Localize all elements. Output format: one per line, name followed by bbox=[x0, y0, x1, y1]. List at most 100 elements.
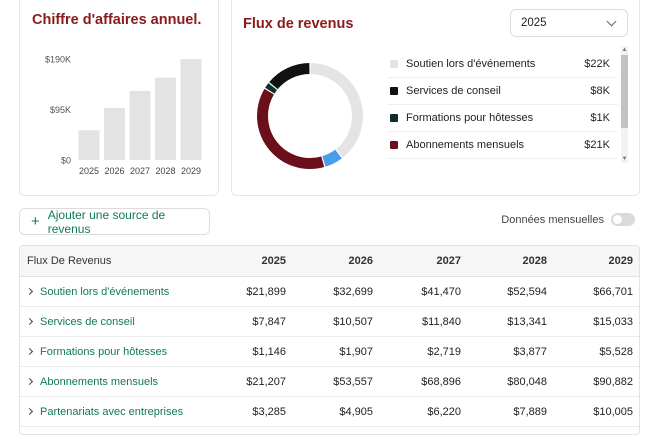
table-row[interactable]: Services de conseil $7,847 $10,507 $11,840 $… bbox=[20, 307, 639, 337]
row-name-cell[interactable]: Formations pour hôtesses bbox=[25, 337, 167, 366]
annual-revenue-card: Chiffre d'affaires annuel. $190K $95K $0 20… bbox=[19, 0, 219, 196]
legend-label: Abonnements mensuels bbox=[406, 138, 525, 151]
value-cell: $1,146 bbox=[252, 345, 286, 358]
row-name-label: Services de conseil bbox=[40, 315, 135, 328]
legend-item[interactable]: Soutien lors d'événements $22K bbox=[388, 50, 618, 77]
y-tick-label: $0 bbox=[61, 156, 71, 166]
legend-swatch bbox=[390, 113, 398, 122]
table-row[interactable]: Abonnements mensuels $21,207 $53,557 $68,89… bbox=[20, 367, 639, 397]
header-2027: 2027 bbox=[436, 255, 461, 267]
monthly-data-label: Données mensuelles bbox=[501, 213, 604, 226]
x-tick-label: 2028 bbox=[155, 166, 175, 176]
y-tick-label: $190K bbox=[45, 55, 71, 65]
legend-scrollbar-thumb[interactable] bbox=[621, 55, 628, 128]
value-cell: $5,528 bbox=[599, 345, 633, 358]
legend-item[interactable]: Partenariats avec entreprises$3K bbox=[388, 158, 618, 164]
row-name-label: Abonnements mensuels bbox=[40, 375, 159, 388]
revenue-legend: Soutien lors d'événements $22K Services de… bbox=[388, 50, 628, 164]
donut-slice[interactable] bbox=[310, 63, 363, 158]
row-name-label: Partenariats avec entreprises bbox=[40, 405, 184, 418]
monthly-data-toggle-group: Données mensuelles bbox=[501, 213, 635, 226]
header-2029: 2029 bbox=[608, 255, 633, 267]
value-cell: $32,699 bbox=[333, 285, 373, 298]
chevron-down-icon bbox=[606, 16, 617, 26]
row-name-cell[interactable]: Soutien lors d'événements bbox=[25, 277, 169, 306]
donut-slice[interactable] bbox=[322, 149, 342, 167]
legend-item[interactable]: Abonnements mensuels $21K bbox=[388, 131, 618, 158]
legend-label: Formations pour hôtesses bbox=[406, 111, 534, 124]
value-cell: $21,207 bbox=[246, 375, 286, 388]
legend-divider bbox=[388, 131, 618, 132]
donut-slice[interactable] bbox=[257, 88, 325, 169]
bar-2027 bbox=[129, 90, 151, 160]
legend-value: $21K bbox=[584, 138, 610, 151]
value-cell: $21,899 bbox=[246, 285, 286, 298]
annual-revenue-chart: $190K $95K $0 2025 2026 2027 2028 2029 bbox=[45, 55, 202, 176]
table-row[interactable]: Partenariats avec entreprises $3,285 $4,90… bbox=[20, 397, 639, 427]
revenue-table: Flux De Revenus 2025 2026 2027 2028 2029… bbox=[19, 245, 640, 435]
legend-value: $8K bbox=[590, 84, 610, 97]
scroll-down-icon[interactable]: ▼ bbox=[621, 156, 628, 162]
chevron-right-icon[interactable] bbox=[25, 287, 34, 296]
monthly-data-toggle[interactable] bbox=[611, 213, 635, 226]
row-name-cell[interactable]: Partenariats avec entreprises bbox=[25, 397, 183, 426]
value-cell: $4,905 bbox=[339, 405, 373, 418]
table-header: Flux De Revenus 2025 2026 2027 2028 2029 bbox=[20, 246, 639, 277]
row-name-cell[interactable]: Services de conseil bbox=[25, 307, 135, 336]
value-cell: $13,341 bbox=[507, 315, 547, 328]
bar-2029 bbox=[180, 59, 202, 160]
legend-value: $22K bbox=[584, 57, 610, 70]
x-tick-label: 2025 bbox=[79, 166, 99, 176]
value-cell: $2,719 bbox=[427, 345, 461, 358]
chevron-right-icon[interactable] bbox=[25, 347, 34, 356]
add-revenue-source-label: Ajouter une source de revenus bbox=[47, 207, 166, 236]
year-select[interactable]: 2025 bbox=[510, 9, 628, 37]
legend-item[interactable]: Formations pour hôtesses $1K bbox=[388, 104, 618, 131]
legend-divider bbox=[388, 104, 618, 105]
header-flux: Flux De Revenus bbox=[27, 255, 112, 267]
x-tick-label: 2026 bbox=[104, 166, 124, 176]
legend-divider bbox=[388, 158, 618, 159]
revenue-flows-card: Flux de revenus 2025 Soutien lors d'évén… bbox=[231, 0, 640, 196]
bar-2025 bbox=[78, 130, 100, 160]
y-tick-label: $95K bbox=[50, 105, 71, 115]
revenue-flows-title: Flux de revenus bbox=[243, 16, 354, 32]
value-cell: $66,701 bbox=[593, 285, 633, 298]
year-select-value: 2025 bbox=[521, 17, 547, 29]
legend-divider bbox=[388, 77, 618, 78]
chevron-right-icon[interactable] bbox=[25, 377, 34, 386]
value-cell: $52,594 bbox=[507, 285, 547, 298]
value-cell: $3,285 bbox=[252, 405, 286, 418]
legend-label: Soutien lors d'événements bbox=[406, 57, 536, 70]
table-row[interactable]: Soutien lors d'événements $21,899 $32,699 $… bbox=[20, 277, 639, 307]
row-name-label: Soutien lors d'événements bbox=[40, 285, 170, 298]
plus-icon: + bbox=[31, 213, 40, 230]
donut-slice[interactable] bbox=[269, 63, 310, 90]
value-cell: $3,877 bbox=[513, 345, 547, 358]
value-cell: $7,847 bbox=[252, 315, 286, 328]
value-cell: $68,896 bbox=[421, 375, 461, 388]
bar-2026 bbox=[104, 107, 125, 160]
value-cell: $53,557 bbox=[333, 375, 373, 388]
x-tick-label: 2027 bbox=[130, 166, 150, 176]
scroll-up-icon[interactable]: ▲ bbox=[621, 47, 628, 53]
bar-2028 bbox=[155, 77, 176, 160]
value-cell: $90,882 bbox=[593, 375, 633, 388]
add-revenue-source-button[interactable]: + Ajouter une source de revenus bbox=[19, 207, 210, 236]
header-2028: 2028 bbox=[522, 255, 547, 267]
donut-slice[interactable] bbox=[265, 83, 278, 94]
legend-item[interactable]: Services de conseil $8K bbox=[388, 77, 618, 104]
chevron-right-icon[interactable] bbox=[25, 407, 34, 416]
table-row[interactable]: Formations pour hôtesses $1,146 $1,907 $2,7… bbox=[20, 337, 639, 367]
value-cell: $10,507 bbox=[333, 315, 373, 328]
value-cell: $41,470 bbox=[421, 285, 461, 298]
row-name-cell[interactable]: Abonnements mensuels bbox=[25, 367, 158, 396]
legend-value: $1K bbox=[590, 111, 610, 124]
chevron-right-icon[interactable] bbox=[25, 317, 34, 326]
value-cell: $11,840 bbox=[422, 315, 461, 328]
annual-revenue-title: Chiffre d'affaires annuel. bbox=[32, 12, 202, 28]
header-2026: 2026 bbox=[348, 255, 373, 267]
value-cell: $80,048 bbox=[507, 375, 547, 388]
legend-swatch bbox=[390, 140, 398, 149]
legend-swatch bbox=[390, 86, 398, 95]
